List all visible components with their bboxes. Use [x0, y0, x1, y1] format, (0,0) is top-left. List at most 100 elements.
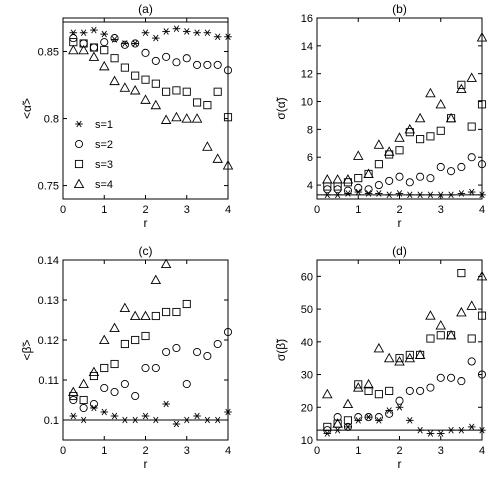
series-s-3 [69, 299, 191, 405]
data-point [100, 46, 109, 55]
legend-label: s=3 [95, 159, 113, 171]
series-s-3 [69, 38, 233, 122]
legend-label: s=1 [95, 119, 113, 131]
data-point [100, 408, 109, 416]
data-point [436, 126, 445, 135]
data-point [172, 343, 181, 353]
data-point [447, 373, 456, 382]
data-point [456, 306, 467, 317]
x-tick-label: 0 [314, 445, 320, 457]
data-point [79, 395, 88, 405]
y-tick-label: 0.14 [38, 255, 59, 267]
data-point [447, 167, 456, 176]
data-point [383, 146, 395, 156]
data-point [477, 160, 487, 169]
data-point [394, 356, 405, 366]
data-point [100, 30, 109, 38]
plot-frame [316, 17, 483, 200]
legend-marker [73, 178, 85, 189]
data-point [213, 33, 222, 41]
data-point [160, 114, 172, 124]
x-tick-label: 2 [142, 204, 148, 216]
y-tick-label: 0.11 [38, 375, 59, 387]
series-s-1 [323, 403, 486, 437]
data-point [344, 423, 352, 431]
data-point [79, 39, 88, 48]
data-point [364, 185, 373, 194]
legend-label: s=2 [95, 139, 113, 151]
data-point [333, 185, 342, 194]
x-tick-label: 0 [60, 204, 66, 216]
data-point [416, 426, 424, 434]
data-point [373, 342, 385, 353]
panel-label: (b) [392, 2, 407, 16]
data-point [110, 34, 119, 43]
data-point [385, 386, 394, 395]
x-axis-label: r [398, 216, 402, 230]
data-point [223, 113, 233, 122]
series-s-4 [322, 32, 488, 184]
data-point [223, 327, 233, 337]
data-point [171, 111, 182, 122]
series-s-1 [69, 25, 232, 47]
data-point [88, 366, 100, 377]
plot-frame [316, 259, 483, 441]
data-point [141, 412, 150, 420]
data-point [457, 162, 466, 172]
data-point [374, 413, 383, 422]
data-point [374, 390, 383, 399]
data-point [364, 413, 373, 422]
legend-marker [75, 120, 83, 128]
series-s-2 [69, 327, 233, 413]
data-point [110, 387, 119, 397]
data-point [447, 191, 455, 199]
data-point [182, 416, 191, 424]
data-point [457, 377, 466, 386]
data-point [457, 190, 466, 197]
data-point [436, 331, 445, 340]
data-point [202, 141, 213, 151]
data-point [150, 99, 162, 110]
data-point [395, 354, 404, 363]
y-tick-label: 6 [307, 152, 313, 164]
x-tick-label: 2 [396, 445, 402, 457]
x-tick-label: 4 [225, 445, 231, 457]
data-point [332, 174, 343, 184]
data-point [343, 422, 352, 431]
data-point [78, 378, 89, 389]
data-point [466, 72, 477, 82]
data-point [436, 162, 445, 172]
y-tick-label: 14 [301, 41, 313, 53]
data-point [467, 153, 476, 162]
y-tick-label: 0.1 [44, 415, 59, 427]
data-point [89, 43, 98, 52]
data-point [213, 60, 222, 69]
data-point [426, 132, 435, 141]
data-point [110, 359, 119, 369]
data-point [416, 172, 425, 181]
data-point [456, 83, 467, 94]
data-point [193, 29, 201, 37]
data-point [426, 334, 435, 343]
data-point [141, 331, 150, 341]
y-tick-label: 0.13 [38, 295, 59, 307]
data-point [89, 43, 98, 52]
series-s-1 [69, 400, 232, 428]
data-point [414, 112, 426, 123]
y-tick-label: 20 [301, 402, 313, 414]
data-point [152, 34, 160, 42]
data-point [352, 382, 364, 392]
data-point [477, 100, 487, 109]
data-point [131, 335, 140, 345]
y-axis-label: <β̃> [20, 340, 34, 361]
data-point [364, 413, 373, 421]
data-point [406, 191, 414, 199]
data-point [406, 417, 414, 424]
data-point [151, 311, 160, 321]
data-point [405, 350, 414, 359]
data-point [172, 420, 181, 428]
data-point [162, 28, 170, 35]
data-point [141, 29, 150, 37]
x-tick-label: 1 [101, 445, 107, 457]
